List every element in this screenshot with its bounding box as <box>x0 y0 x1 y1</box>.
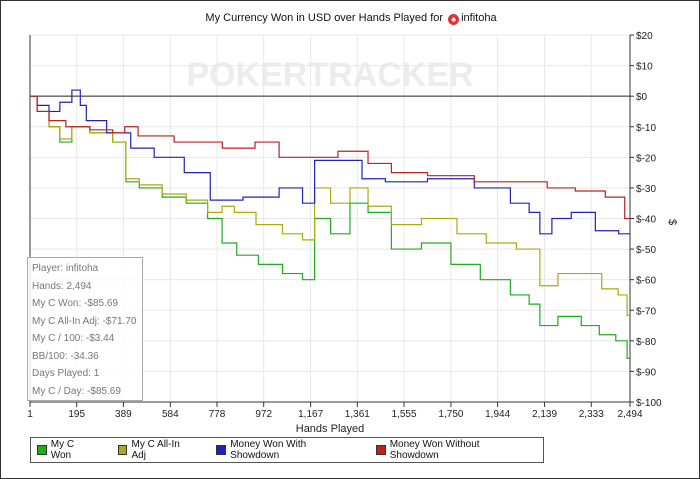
y-tick-label: $-60 <box>636 276 656 287</box>
legend-label: Money Won Without Showdown <box>389 439 480 461</box>
chart-title: My Currency Won in USD over Hands Played… <box>1 12 699 25</box>
stat-bb100: BB/100: -34.36 <box>32 350 99 362</box>
y-tick-label: $-50 <box>636 245 656 256</box>
legend: My C Won My C All-In Adj Money Won With … <box>30 437 544 463</box>
x-tick-label: 389 <box>115 409 132 420</box>
legend-label: My C Won <box>50 439 75 461</box>
x-tick-label: 584 <box>162 409 179 420</box>
y-tick-label: $-70 <box>636 306 656 317</box>
x-tick-label: 195 <box>68 409 85 420</box>
x-tick-label: 1 <box>27 409 33 420</box>
legend-item[interactable]: My C All-In Adj <box>117 439 195 461</box>
legend-item[interactable]: Money Won Without Showdown <box>375 439 527 461</box>
stat-per100: My C / 100: -$3.44 <box>32 333 115 344</box>
y-axis-label: $ <box>666 219 678 225</box>
x-axis-label: Hands Played <box>296 423 365 435</box>
y-tick-label: $-30 <box>636 184 656 195</box>
stat-days: Days Played: 1 <box>32 368 100 379</box>
y-tick-label: $-80 <box>636 337 656 348</box>
legend-swatch <box>117 445 128 455</box>
legend-label: My C All-In Adj <box>131 439 180 461</box>
x-tick-label: 1,167 <box>298 409 323 420</box>
y-tick-label: $-90 <box>636 367 656 378</box>
series-line-2 <box>30 89 630 235</box>
stat-won: My C Won: -$85.69 <box>32 298 118 309</box>
legend-item[interactable]: My C Won <box>37 439 96 461</box>
series-line-3 <box>30 95 630 220</box>
y-tick-label: $-40 <box>636 215 656 226</box>
x-tick-label: 1,750 <box>438 409 463 420</box>
y-tick-label: $-100 <box>636 398 662 409</box>
title-text: My Currency Won in USD over Hands Played… <box>205 12 444 24</box>
watermark: POKERTRACKER <box>186 56 473 94</box>
x-tick-label: 2,494 <box>617 409 642 420</box>
legend-swatch <box>375 445 386 455</box>
legend-label: Money Won With Showdown <box>230 439 307 461</box>
stats-box: Player: infitoha Hands: 2,494 My C Won: … <box>27 257 143 401</box>
stat-player: Player: infitoha <box>32 263 99 274</box>
legend-swatch <box>216 445 227 455</box>
x-tick-label: 1,361 <box>345 409 370 420</box>
stat-hands: Hands: 2,494 <box>32 280 92 292</box>
y-tick-label: $0 <box>636 92 648 103</box>
title-player: infitoha <box>461 12 497 24</box>
series-line-1 <box>30 95 630 317</box>
x-tick-label: 1,555 <box>391 409 416 420</box>
y-tick-label: $-20 <box>636 153 656 164</box>
stat-perday: My C / Day: -$85.69 <box>32 385 121 397</box>
x-tick-label: 2,139 <box>532 409 557 420</box>
x-tick-label: 778 <box>209 409 226 420</box>
x-tick-label: 2,333 <box>579 409 604 420</box>
legend-item[interactable]: Money Won With Showdown <box>216 439 354 461</box>
x-tick-label: 1,944 <box>485 409 510 420</box>
stat-allin: My C All-In Adj: -$71.70 <box>32 315 137 327</box>
x-tick-label: 972 <box>255 409 272 420</box>
y-tick-label: $10 <box>636 62 653 73</box>
y-tick-label: $-10 <box>636 123 656 134</box>
y-tick-label: $20 <box>636 31 653 42</box>
legend-swatch <box>37 445 47 455</box>
spade-icon: ♠ <box>448 14 460 25</box>
